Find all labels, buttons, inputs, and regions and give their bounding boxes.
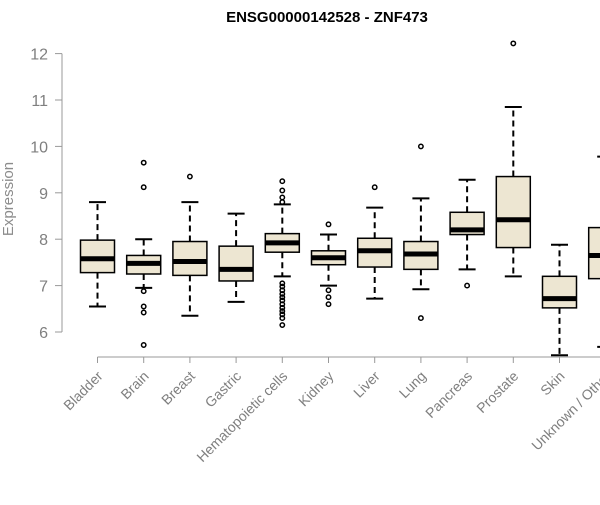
y-tick-label: 8 (39, 232, 48, 249)
outlier-point (142, 160, 146, 164)
outlier-point (142, 304, 146, 308)
outlier-point (511, 41, 515, 45)
box (219, 246, 253, 281)
outlier-point (142, 289, 146, 293)
x-tick-label: Kidney (295, 368, 337, 410)
x-tick-label: Lung (396, 368, 429, 401)
outlier-point (142, 310, 146, 314)
outlier-point (280, 188, 284, 192)
box-group (173, 174, 207, 315)
box (543, 276, 577, 308)
box-group (265, 179, 299, 327)
y-tick-label: 9 (39, 186, 48, 203)
box-group (450, 180, 484, 288)
y-tick-label: 7 (39, 279, 48, 296)
x-tick-label: Brain (117, 368, 151, 402)
outlier-point (280, 195, 284, 199)
box-series (81, 41, 600, 355)
chart-title: ENSG00000142528 - ZNF473 (226, 9, 428, 26)
outlier-point (373, 185, 377, 189)
y-tick-label: 6 (39, 325, 48, 342)
x-tick-label: Liver (350, 368, 383, 401)
y-axis-label: Expression (0, 162, 17, 236)
box (173, 242, 207, 276)
box-group (496, 41, 530, 276)
outlier-point (280, 316, 284, 320)
outlier-point (465, 283, 469, 287)
x-tick-label: Pancreas (422, 368, 475, 421)
box-group (589, 97, 600, 347)
box-group (219, 214, 253, 302)
y-tick-label: 10 (30, 139, 48, 156)
outlier-point (326, 295, 330, 299)
box-group (127, 160, 161, 347)
x-tick-label: Prostate (473, 368, 521, 416)
x-tick-label: Hematopoietic cells (193, 368, 290, 465)
x-tick-label: Skin (537, 368, 568, 399)
outlier-point (419, 144, 423, 148)
y-tick-label: 11 (31, 93, 48, 110)
y-axis: 6 7 8 9 10 11 12 (30, 47, 62, 342)
y-tick-label: 12 (30, 47, 48, 64)
outlier-point (188, 174, 192, 178)
box-group (404, 144, 438, 320)
outlier-point (280, 323, 284, 327)
x-tick-label: Gastric (202, 368, 245, 411)
outlier-point (419, 316, 423, 320)
outlier-point (280, 200, 284, 204)
outlier-point (326, 222, 330, 226)
box (496, 177, 530, 248)
x-tick-label: Breast (158, 368, 198, 408)
box-group (358, 185, 392, 299)
box-group (81, 202, 115, 306)
outlier-point (326, 288, 330, 292)
x-tick-label: Bladder (60, 368, 106, 414)
box-group (543, 245, 577, 355)
outlier-point (142, 185, 146, 189)
outlier-point (280, 179, 284, 183)
outlier-point (142, 343, 146, 347)
box-group (312, 222, 346, 306)
outlier-point (326, 302, 330, 306)
